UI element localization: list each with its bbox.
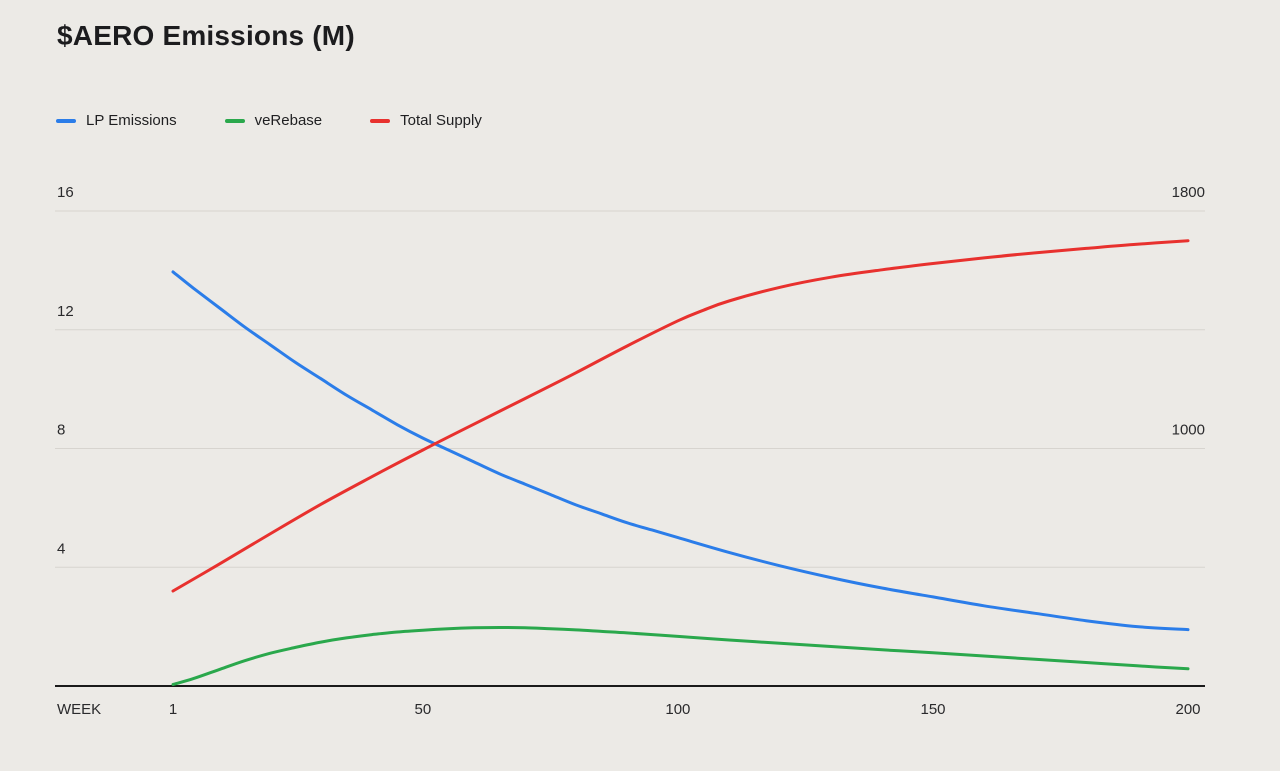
legend: LP Emissions veRebase Total Supply: [56, 112, 482, 129]
legend-label-total-supply: Total Supply: [400, 112, 482, 129]
legend-item-verebase[interactable]: veRebase: [224, 112, 323, 129]
legend-item-lp-emissions[interactable]: LP Emissions: [56, 112, 177, 129]
verebase-swatch-icon: [224, 118, 245, 123]
y-right-tick-label: 1000: [1172, 422, 1205, 439]
x-tick-label: 150: [920, 701, 945, 718]
legend-label-verebase: veRebase: [254, 112, 323, 129]
x-tick-label: 1: [169, 701, 177, 718]
total-supply-swatch-icon: [370, 118, 391, 123]
y-axis-left-labels: 4 8 12 16: [57, 184, 74, 557]
y-right-tick-label: 1800: [1172, 184, 1205, 201]
x-axis-label: WEEK: [57, 701, 101, 718]
verebase-line: [171, 626, 1190, 686]
x-axis-labels: WEEK 1 50 100 150 200: [57, 701, 1201, 718]
x-tick-label: 100: [665, 701, 690, 718]
lp-emissions-line: [171, 270, 1190, 632]
y-axis-right-labels: 1000 1800: [1172, 184, 1205, 439]
legend-item-total-supply[interactable]: Total Supply: [370, 112, 482, 129]
y-left-tick-label: 16: [57, 184, 74, 201]
x-tick-label: 200: [1175, 701, 1200, 718]
chart-title: $AERO Emissions (M): [57, 20, 355, 51]
legend-label-lp-emissions: LP Emissions: [86, 112, 177, 129]
y-left-tick-label: 4: [57, 540, 65, 557]
lp-emissions-swatch-icon: [56, 118, 76, 123]
total-supply-line: [171, 239, 1190, 593]
gridlines: [55, 210, 1205, 568]
x-tick-label: 50: [415, 701, 432, 718]
y-left-tick-label: 8: [57, 422, 65, 439]
y-left-tick-label: 12: [57, 303, 74, 320]
